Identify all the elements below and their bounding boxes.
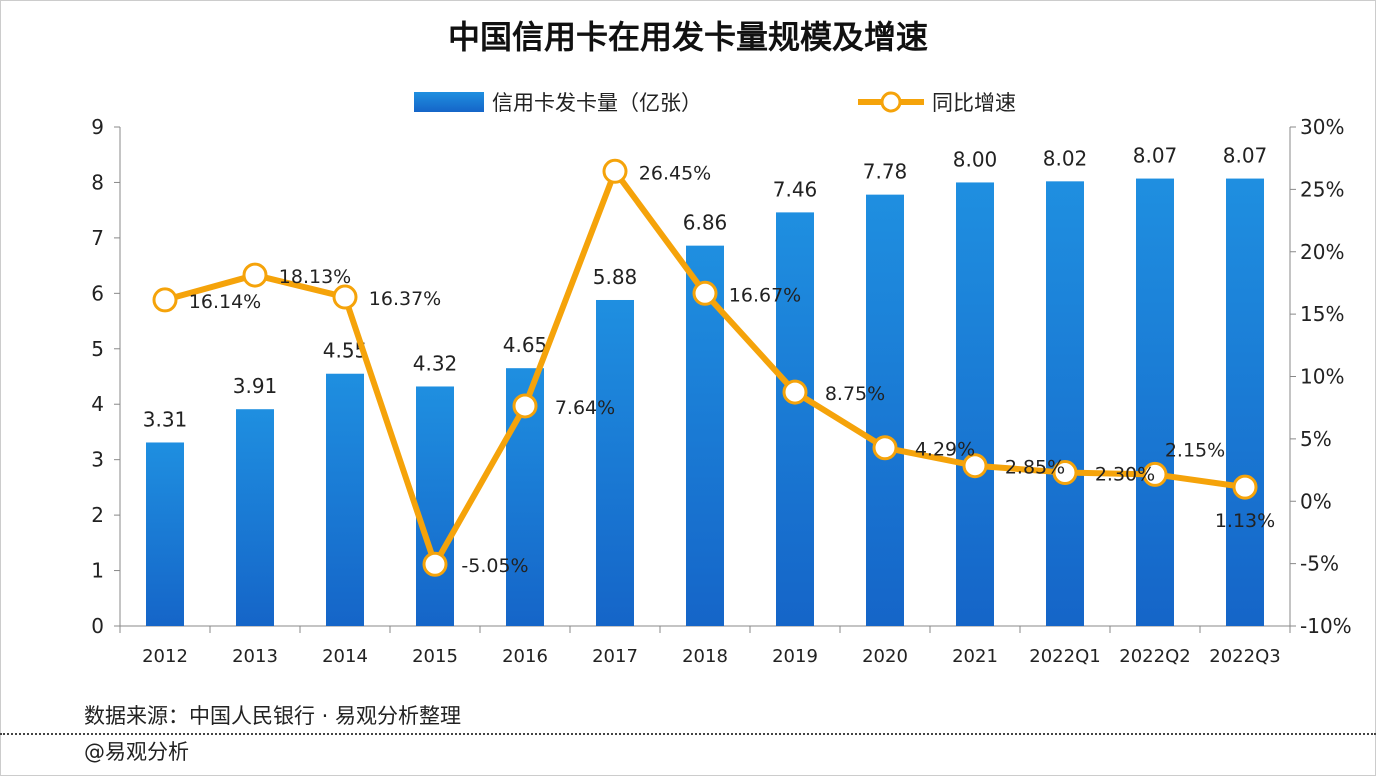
bar-label: 6.86: [683, 211, 728, 235]
growth-label: 1.13%: [1215, 510, 1275, 532]
growth-marker: [1052, 460, 1078, 486]
credit: @易观分析: [84, 740, 189, 764]
bar: [416, 386, 454, 626]
left-tick-label: 0: [91, 614, 104, 638]
bar: [596, 299, 634, 626]
left-tick-label: 4: [91, 392, 104, 416]
growth-label: 16.37%: [369, 288, 441, 310]
bar: [1046, 181, 1084, 626]
x-tick-label: 2017: [592, 646, 638, 667]
right-tick-label: -10%: [1300, 614, 1352, 638]
growth-label: -5.05%: [461, 555, 528, 577]
right-tick-label: 5%: [1300, 427, 1332, 451]
bar-label: 3.31: [143, 407, 188, 431]
x-tick-label: 2015: [412, 646, 458, 667]
chart-title: 中国信用卡在用发卡量规模及增速: [447, 18, 928, 56]
right-tick-label: 15%: [1300, 302, 1344, 326]
left-tick-label: 8: [91, 170, 104, 194]
bar-label: 8.00: [953, 147, 998, 171]
right-tick-label: 25%: [1300, 177, 1344, 201]
bar: [236, 409, 274, 626]
legend-bar-label: 信用卡发卡量（亿张）: [492, 91, 702, 115]
bar: [146, 442, 184, 626]
growth-label: 2.30%: [1095, 464, 1155, 486]
source-note: 数据来源：中国人民银行 · 易观分析整理: [84, 704, 462, 728]
growth-marker: [152, 287, 178, 313]
right-tick-label: 20%: [1300, 240, 1344, 264]
growth-label: 7.64%: [555, 397, 615, 419]
legend-line-label: 同比增速: [932, 91, 1016, 115]
left-tick-label: 2: [91, 503, 104, 527]
x-tick-label: 2014: [322, 646, 368, 667]
growth-label: 16.14%: [189, 291, 261, 313]
x-tick-label: 2020: [862, 646, 908, 667]
bar-label: 3.91: [233, 374, 278, 398]
right-tick-label: 30%: [1300, 115, 1344, 139]
right-tick-label: 10%: [1300, 365, 1344, 389]
bar: [866, 194, 904, 627]
legend-bar-swatch: [414, 92, 484, 112]
left-tick-label: 7: [91, 226, 104, 250]
bar-label: 7.78: [863, 160, 908, 184]
chart: 信用卡发卡量（亿张） 同比增速 0 1 2 3 4 5 6 7 8 9 -10% -5% 0% 5% 10% 15…: [91, 91, 1352, 667]
left-tick-label: 3: [91, 448, 104, 472]
x-tick-label: 2016: [502, 646, 548, 667]
left-tick-label: 5: [91, 337, 104, 361]
growth-marker: [242, 262, 268, 288]
growth-marker: [782, 379, 808, 405]
bar: [1226, 178, 1264, 626]
right-tick-label: -5%: [1300, 552, 1339, 576]
divider: [0, 733, 1376, 735]
growth-label: 18.13%: [279, 266, 351, 288]
bar: [1136, 178, 1174, 626]
x-tick-label: 2022Q3: [1209, 646, 1280, 667]
growth-marker: [962, 453, 988, 479]
growth-marker: [512, 393, 538, 419]
bar-label: 5.88: [593, 265, 638, 289]
right-tick-label: 0%: [1300, 489, 1332, 513]
left-tick-label: 1: [91, 559, 104, 583]
bar-label: 8.02: [1043, 146, 1088, 170]
x-tick-label: 2022Q2: [1119, 646, 1190, 667]
x-tick-label: 2021: [952, 646, 998, 667]
growth-marker: [332, 284, 358, 310]
bar-label: 8.07: [1133, 144, 1178, 168]
growth-label: 16.67%: [729, 284, 801, 306]
x-tick-label: 2013: [232, 646, 278, 667]
growth-label: 4.29%: [915, 439, 975, 461]
legend-line-marker: [880, 91, 902, 113]
growth-label: 2.15%: [1165, 439, 1225, 461]
growth-label: 26.45%: [639, 162, 711, 184]
growth-marker: [1232, 474, 1258, 500]
x-tick-label: 2012: [142, 646, 188, 667]
growth-marker: [602, 158, 628, 184]
growth-marker: [1142, 461, 1168, 487]
bar: [956, 182, 994, 626]
left-tick-label: 9: [91, 115, 104, 139]
growth-label: 2.85%: [1005, 457, 1065, 479]
bar: [326, 373, 364, 626]
growth-label: 8.75%: [825, 383, 885, 405]
bar-label: 8.07: [1223, 144, 1268, 168]
growth-marker: [422, 551, 448, 577]
left-tick-label: 6: [91, 281, 104, 305]
bar-label: 7.46: [773, 177, 818, 201]
bar-label: 4.32: [413, 351, 458, 375]
growth-marker: [692, 280, 718, 306]
bar: [776, 212, 814, 626]
x-tick-label: 2018: [682, 646, 728, 667]
x-tick-label: 2019: [772, 646, 818, 667]
growth-marker: [872, 435, 898, 461]
bar-label: 4.65: [503, 333, 548, 357]
x-tick-label: 2022Q1: [1029, 646, 1100, 667]
